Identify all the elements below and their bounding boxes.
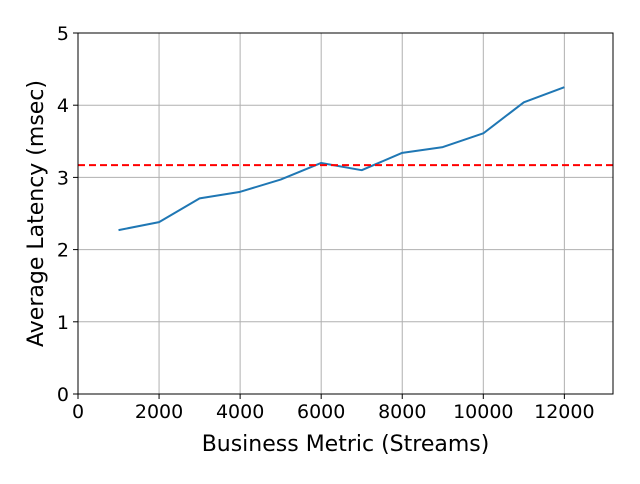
y-tick-label: 2	[57, 240, 69, 262]
y-tick-label: 5	[57, 23, 69, 45]
x-tick-label: 6000	[297, 401, 345, 423]
y-tick-label: 3	[57, 167, 69, 189]
x-tick-label: 0	[72, 401, 84, 423]
x-tick-label: 12000	[534, 401, 594, 423]
x-tick-label: 10000	[453, 401, 513, 423]
x-axis-label: Business Metric (Streams)	[202, 432, 490, 457]
ticks: 0 2000 4000 6000 8000 10000 12000 0 1 2 3 4 5	[57, 23, 595, 423]
grid	[77, 32, 613, 395]
y-tick-label: 1	[57, 312, 69, 334]
series	[78, 86, 613, 232]
y-axis-label: Average Latency (msec)	[24, 80, 49, 347]
y-tick-label: 0	[57, 384, 69, 406]
series-line	[118, 86, 565, 232]
x-tick-label: 4000	[216, 401, 264, 423]
x-tick-label: 8000	[378, 401, 426, 423]
x-tick-label: 2000	[135, 401, 183, 423]
y-tick-label: 4	[57, 95, 69, 117]
plot-frame	[77, 32, 614, 395]
